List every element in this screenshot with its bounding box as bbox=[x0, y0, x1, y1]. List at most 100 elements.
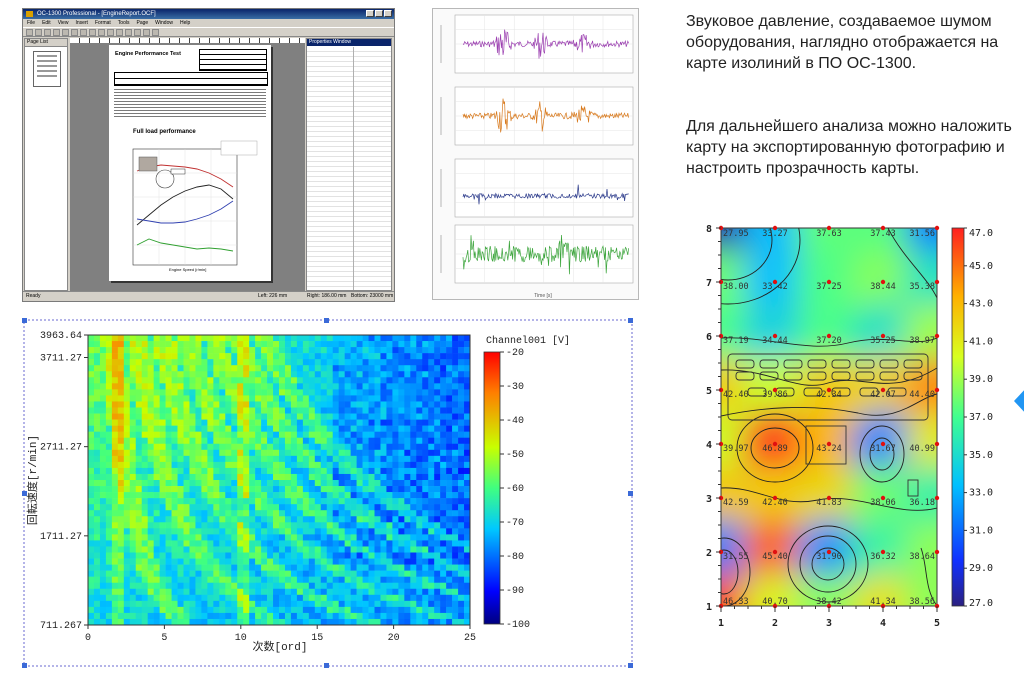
measurement-value: 37.19 bbox=[723, 336, 749, 346]
measurement-value: 33.27 bbox=[762, 229, 788, 239]
measurement-value: 42.34 bbox=[816, 390, 842, 400]
measurement-point[interactable] bbox=[880, 495, 886, 501]
isoline-ytick: 8 bbox=[706, 224, 712, 235]
measurement-value: 31.55 bbox=[723, 552, 749, 562]
measurement-point[interactable] bbox=[772, 225, 778, 231]
report-page[interactable]: Engine Performance Test Full load perfor… bbox=[109, 45, 271, 281]
measurement-point[interactable] bbox=[772, 549, 778, 555]
measurement-value: 42.40 bbox=[762, 498, 788, 508]
measurement-value: 37.63 bbox=[816, 229, 842, 239]
intro-paragraph-1: Звуковое давление, создаваемое шумом обо… bbox=[686, 13, 999, 72]
measurement-point[interactable] bbox=[934, 549, 940, 555]
new-icon[interactable] bbox=[26, 29, 33, 36]
measurement-point[interactable] bbox=[772, 387, 778, 393]
zoom-icon[interactable] bbox=[107, 29, 114, 36]
measurement-point[interactable] bbox=[772, 333, 778, 339]
measurement-point[interactable] bbox=[826, 279, 832, 285]
order-map-figure[interactable]: 0 5 10 15 20 25 711.267 1711.27 2711.27 3711.27 39… bbox=[22, 318, 634, 670]
close-icon[interactable] bbox=[384, 10, 392, 17]
measurement-value: 41.83 bbox=[816, 498, 842, 508]
menu-item-insert[interactable]: Insert bbox=[75, 20, 88, 26]
print-icon[interactable] bbox=[53, 29, 60, 36]
measurement-point[interactable] bbox=[826, 495, 832, 501]
selection-handles[interactable] bbox=[22, 318, 633, 668]
isoline-colorbar bbox=[951, 227, 965, 607]
horizontal-ruler bbox=[70, 38, 305, 43]
measurement-point[interactable] bbox=[880, 549, 886, 555]
measurement-point[interactable] bbox=[880, 603, 886, 609]
measurement-point[interactable] bbox=[826, 225, 832, 231]
measurement-point[interactable] bbox=[934, 387, 940, 393]
measurement-point[interactable] bbox=[772, 441, 778, 447]
page-thumbnail[interactable] bbox=[33, 51, 61, 87]
report-header-table bbox=[199, 49, 267, 71]
measurement-value: 31.90 bbox=[816, 552, 842, 562]
measurement-point[interactable] bbox=[826, 441, 832, 447]
properties-panel: Properties Window bbox=[306, 38, 392, 291]
order-map-ytick: 711.267 bbox=[40, 621, 82, 632]
measurement-point[interactable] bbox=[772, 279, 778, 285]
measurement-point[interactable] bbox=[934, 225, 940, 231]
measurement-point[interactable] bbox=[772, 495, 778, 501]
text-icon[interactable] bbox=[125, 29, 132, 36]
isoline-colorbar-tick: 41.0 bbox=[969, 336, 993, 347]
app-icon bbox=[26, 11, 33, 17]
order-map-ytick: 1711.27 bbox=[40, 532, 82, 543]
rect-icon[interactable] bbox=[143, 29, 150, 36]
measurement-point[interactable] bbox=[880, 279, 886, 285]
measurement-point[interactable] bbox=[826, 333, 832, 339]
isoline-ytick: 7 bbox=[706, 278, 712, 289]
copy-icon[interactable] bbox=[71, 29, 78, 36]
isoline-colorbar-tick: 39.0 bbox=[969, 374, 993, 385]
menu-item-file[interactable]: File bbox=[27, 20, 36, 26]
measurement-point[interactable] bbox=[826, 387, 832, 393]
maximize-icon[interactable] bbox=[375, 10, 383, 17]
measurement-value: 35.38 bbox=[909, 282, 935, 292]
menu-item-help[interactable]: Help bbox=[179, 20, 191, 26]
line-icon[interactable] bbox=[134, 29, 141, 36]
open-icon[interactable] bbox=[35, 29, 42, 36]
waveform-xlabel: Time [s] bbox=[534, 293, 552, 299]
toolbar bbox=[23, 27, 394, 37]
measurement-point[interactable] bbox=[934, 441, 940, 447]
measurement-point[interactable] bbox=[880, 225, 886, 231]
order-map-colorbar-label: Channel001 [V] bbox=[486, 335, 570, 347]
menu-item-window[interactable]: Window bbox=[155, 20, 173, 26]
measurement-point[interactable] bbox=[772, 603, 778, 609]
measurement-point[interactable] bbox=[934, 333, 940, 339]
menu-item-edit[interactable]: Edit bbox=[42, 20, 51, 26]
isoline-map-svg: 27.95 33.27 37.63 37.43 31.56 38.00 33.42 37.25… bbox=[706, 224, 993, 629]
measurement-point[interactable] bbox=[880, 441, 886, 447]
paste-icon[interactable] bbox=[80, 29, 87, 36]
measurement-point[interactable] bbox=[880, 387, 886, 393]
menu-item-view[interactable]: View bbox=[57, 20, 69, 26]
measurement-point[interactable] bbox=[934, 603, 940, 609]
properties-grid[interactable] bbox=[307, 47, 391, 290]
redo-icon[interactable] bbox=[98, 29, 105, 36]
cut-icon[interactable] bbox=[62, 29, 69, 36]
pointer-icon[interactable] bbox=[116, 29, 123, 36]
measurement-value: 36.32 bbox=[870, 552, 896, 562]
measurement-value: 31.67 bbox=[870, 444, 896, 454]
menu-item-tools[interactable]: Tools bbox=[117, 20, 130, 26]
measurement-value: 38.44 bbox=[870, 282, 896, 292]
measurement-value: 40.99 bbox=[909, 444, 935, 454]
menu-item-format[interactable]: Format bbox=[94, 20, 111, 26]
next-arrow-icon[interactable] bbox=[1014, 386, 1024, 416]
measurement-point[interactable] bbox=[826, 603, 832, 609]
graph-icon[interactable] bbox=[152, 29, 159, 36]
measurement-value: 42.59 bbox=[723, 498, 749, 508]
order-map-xtick: 5 bbox=[161, 633, 167, 644]
undo-icon[interactable] bbox=[89, 29, 96, 36]
measurement-point[interactable] bbox=[880, 333, 886, 339]
measurement-value: 35.25 bbox=[870, 336, 896, 346]
menu-item-page[interactable]: Page bbox=[136, 20, 149, 26]
measurement-point[interactable] bbox=[826, 549, 832, 555]
measurement-value: 38.64 bbox=[909, 552, 935, 562]
minimize-icon[interactable] bbox=[366, 10, 374, 17]
measurement-value: 42.40 bbox=[723, 390, 749, 400]
measurement-point[interactable] bbox=[934, 495, 940, 501]
isoline-map-figure[interactable]: 27.95 33.27 37.63 37.43 31.56 38.00 33.42 37.25… bbox=[688, 218, 994, 648]
measurement-point[interactable] bbox=[934, 279, 940, 285]
save-icon[interactable] bbox=[44, 29, 51, 36]
